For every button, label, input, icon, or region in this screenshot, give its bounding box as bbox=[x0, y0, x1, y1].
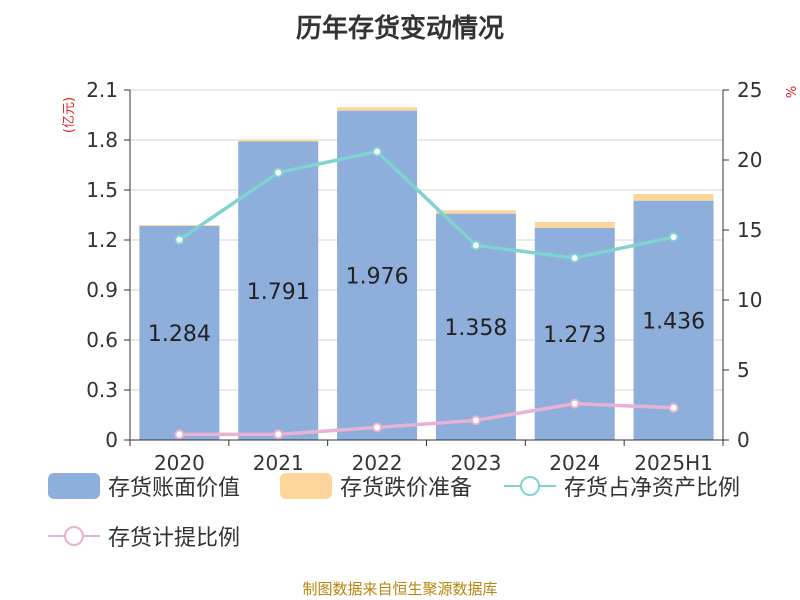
legend-item-net-asset-ratio[interactable]: 存货占净资产比例 bbox=[504, 466, 740, 506]
right-tick-label: 5 bbox=[737, 358, 750, 382]
line-provision-ratio bbox=[179, 401, 674, 437]
right-tick-label: 0 bbox=[737, 428, 750, 452]
bar-value-label: 1.791 bbox=[247, 280, 310, 305]
axes-layer: 0 0.3 0.6 0.9 1.2 1.5 1.8 2.1 0 5 10 15 20 25 2020 2021… bbox=[86, 78, 762, 475]
x-tick-label: 2021 bbox=[253, 451, 304, 475]
bar-value-label: 1.436 bbox=[642, 309, 705, 334]
point-provision-ratio bbox=[668, 402, 679, 413]
point-net-asset-ratio bbox=[569, 253, 580, 263]
x-tick-label: 2020 bbox=[154, 451, 205, 475]
point-net-asset-ratio bbox=[372, 146, 383, 157]
legend-label-book-value: 存货账面价值 bbox=[108, 476, 241, 501]
bar-book-value bbox=[139, 226, 220, 440]
bar-value-label: 1.976 bbox=[346, 264, 409, 289]
x-tick-label: 2022 bbox=[352, 451, 403, 475]
bar-value-label: 1.284 bbox=[148, 322, 211, 347]
point-net-asset-ratio bbox=[273, 167, 284, 178]
point-provision-ratio bbox=[273, 429, 284, 440]
bar-impairment bbox=[435, 210, 516, 214]
left-tick-label: 0.9 bbox=[86, 278, 118, 302]
point-provision-ratio bbox=[470, 415, 481, 426]
bar-impairment bbox=[238, 139, 319, 142]
legend-label-net-asset-ratio: 存货占净资产比例 bbox=[564, 476, 741, 501]
right-tick-label: 10 bbox=[737, 288, 762, 312]
bar-impairment bbox=[633, 194, 714, 201]
legend-swatch-impairment bbox=[280, 473, 332, 499]
legend-item-provision-ratio[interactable]: 存货计提比例 bbox=[48, 516, 240, 556]
left-axis-unit: (亿元) bbox=[62, 97, 77, 133]
left-tick-label: 0 bbox=[105, 428, 118, 452]
bar-book-value bbox=[337, 110, 418, 441]
left-tick-label: 1.5 bbox=[86, 178, 118, 202]
bar-impairment bbox=[337, 107, 418, 111]
lines-layer bbox=[174, 146, 679, 440]
legend-marker-net-asset-ratio bbox=[504, 476, 556, 496]
point-net-asset-ratio bbox=[174, 234, 185, 245]
legend-item-impairment[interactable]: 存货跌价准备 bbox=[280, 466, 472, 506]
legend-marker-provision-ratio bbox=[48, 526, 100, 546]
point-net-asset-ratio bbox=[668, 232, 679, 242]
line-net-asset-ratio bbox=[178, 149, 674, 260]
chart-title: 历年存货变动情况 bbox=[295, 14, 504, 44]
point-provision-ratio bbox=[569, 398, 580, 409]
left-tick-label: 2.1 bbox=[86, 78, 118, 102]
right-tick-label: 15 bbox=[737, 218, 762, 242]
source-note: 制图数据来自恒生聚源数据库 bbox=[302, 580, 498, 598]
bar-value-label: 1.358 bbox=[444, 316, 507, 341]
left-tick-label: 1.2 bbox=[86, 228, 118, 252]
x-tick-label: 2025H1 bbox=[634, 451, 713, 475]
legend-swatch-book-value bbox=[48, 473, 100, 499]
point-provision-ratio bbox=[372, 422, 383, 433]
bar-impairment bbox=[534, 222, 615, 228]
x-tick-label: 2023 bbox=[450, 451, 501, 475]
left-tick-label: 0.6 bbox=[86, 328, 118, 352]
grid-layer bbox=[130, 89, 723, 391]
legend-label-impairment: 存货跌价准备 bbox=[340, 476, 473, 501]
left-tick-label: 0.3 bbox=[86, 378, 118, 402]
labels-layer: 1.284 1.791 1.976 1.358 1.273 1.436 bbox=[148, 264, 705, 348]
legend-item-book-value[interactable]: 存货账面价值 bbox=[48, 466, 240, 506]
right-tick-label: 25 bbox=[737, 78, 762, 102]
left-tick-label: 1.8 bbox=[86, 128, 118, 152]
bar-value-label: 1.273 bbox=[543, 323, 606, 348]
legend-label-provision-ratio: 存货计提比例 bbox=[108, 526, 241, 551]
right-tick-label: 20 bbox=[737, 148, 762, 172]
bar-impairment bbox=[139, 225, 220, 226]
right-axis-unit: % bbox=[785, 86, 800, 98]
x-tick-label: 2024 bbox=[549, 451, 600, 475]
point-net-asset-ratio bbox=[470, 240, 481, 251]
point-provision-ratio bbox=[174, 429, 185, 440]
bar-book-value bbox=[435, 213, 516, 440]
